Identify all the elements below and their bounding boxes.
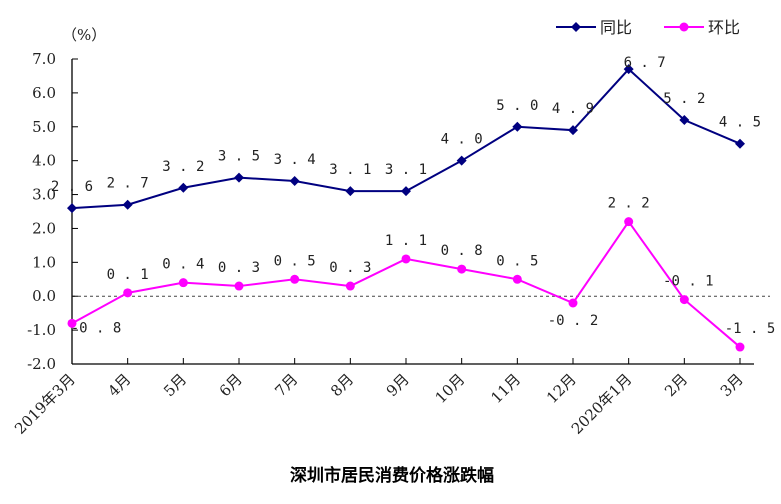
legend-diamond-icon xyxy=(571,22,581,32)
x-tick-label: 2月 xyxy=(661,370,691,400)
y-tick-label: 5.0 xyxy=(32,118,56,136)
data-label: -1 . 5 xyxy=(725,321,776,337)
data-point-circle xyxy=(679,295,689,305)
x-tick-label: 2020年1月 xyxy=(568,370,636,438)
data-point-circle xyxy=(123,288,133,298)
data-point-diamond xyxy=(679,115,690,125)
data-label: 2 . 2 xyxy=(608,196,650,212)
data-point-diamond xyxy=(456,155,467,166)
data-point-circle xyxy=(178,278,188,288)
x-tick-label: 11月 xyxy=(487,370,524,407)
data-label: -0 . 8 xyxy=(71,320,122,336)
data-point-diamond xyxy=(735,138,745,149)
x-tick-label: 6月 xyxy=(216,370,246,400)
data-point-diamond xyxy=(623,64,634,75)
x-tick-label: 2019年3月 xyxy=(11,370,79,438)
data-label: 2 . 7 xyxy=(107,176,149,192)
legend-label: 同比 xyxy=(600,18,632,37)
y-tick-label: 3.0 xyxy=(32,186,56,204)
data-label: 4 . 5 xyxy=(719,115,761,131)
data-point-diamond xyxy=(289,176,300,186)
x-tick-label: 9月 xyxy=(383,370,413,400)
x-tick-label: 8月 xyxy=(327,370,357,400)
data-label: 0 . 4 xyxy=(162,257,204,273)
data-point-circle xyxy=(735,342,745,352)
data-label: -0 . 1 xyxy=(663,274,714,290)
data-label: 0 . 8 xyxy=(441,243,483,259)
data-label: 3 . 4 xyxy=(274,152,316,168)
y-axis-unit: （%） xyxy=(62,26,106,44)
data-label: 0 . 3 xyxy=(329,260,371,276)
data-point-diamond xyxy=(512,121,523,132)
data-point-circle xyxy=(568,298,578,308)
x-tick-label: 7月 xyxy=(271,370,301,400)
data-label: 3 . 1 xyxy=(329,162,371,178)
data-point-circle xyxy=(67,318,77,328)
x-tick-label: 4月 xyxy=(104,370,134,400)
data-point-circle xyxy=(345,281,355,291)
y-tick-label: 6.0 xyxy=(32,84,56,102)
data-point-circle xyxy=(624,217,634,227)
data-point-diamond xyxy=(568,125,578,136)
data-point-diamond xyxy=(178,182,189,193)
data-label: 6 . 7 xyxy=(624,55,666,71)
data-point-diamond xyxy=(401,186,411,197)
data-point-circle xyxy=(512,274,522,284)
data-point-diamond xyxy=(345,186,356,197)
x-tick-label: 12月 xyxy=(543,370,580,407)
data-label: 4 . 9 xyxy=(552,101,594,117)
y-tick-label: 0.0 xyxy=(32,287,56,305)
data-point-circle xyxy=(401,254,411,264)
y-tick-label: 2.0 xyxy=(32,219,56,237)
legend-circle-icon xyxy=(679,22,689,32)
data-label: 4 . 0 xyxy=(441,132,483,148)
data-label: 3 . 5 xyxy=(218,149,260,165)
data-point-circle xyxy=(457,264,467,274)
data-point-diamond xyxy=(67,203,77,214)
data-point-circle xyxy=(290,274,300,284)
data-label: 0 . 5 xyxy=(274,253,316,269)
y-tick-label: 7.0 xyxy=(32,50,56,68)
data-label: 0 . 1 xyxy=(107,267,149,283)
y-tick-label: 4.0 xyxy=(32,152,56,170)
data-point-circle xyxy=(234,281,244,291)
data-label: 5 . 2 xyxy=(663,91,705,107)
y-tick-label: -2.0 xyxy=(27,355,56,373)
data-label: 0 . 3 xyxy=(218,260,260,276)
x-tick-label: 5月 xyxy=(160,370,190,400)
x-tick-label: 10月 xyxy=(432,370,469,407)
data-label: 1 . 1 xyxy=(385,233,427,249)
data-point-diamond xyxy=(234,172,244,183)
data-label: -0 . 2 xyxy=(548,313,599,329)
chart-title: 深圳市居民消费价格涨跌幅 xyxy=(290,465,494,486)
data-label: 2 . 6 xyxy=(51,179,93,195)
data-label: 3 . 2 xyxy=(162,159,204,175)
y-tick-label: -1.0 xyxy=(27,321,56,339)
x-tick-label: 3月 xyxy=(717,370,747,400)
data-label: 3 . 1 xyxy=(385,162,427,178)
y-tick-label: 1.0 xyxy=(32,253,56,271)
data-point-diamond xyxy=(122,199,133,210)
data-label: 5 . 0 xyxy=(496,98,538,114)
data-label: 0 . 5 xyxy=(496,253,538,269)
legend-label: 环比 xyxy=(708,18,740,37)
